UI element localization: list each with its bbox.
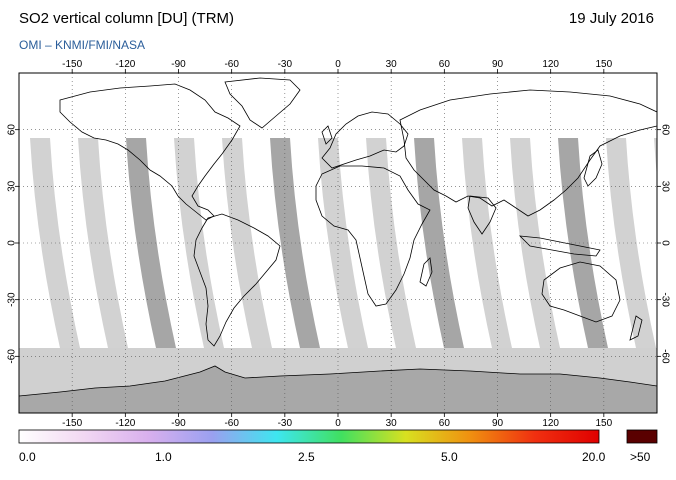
lat-tick-label-right: 0 xyxy=(659,240,670,246)
lon-tick-label-top: -150 xyxy=(62,59,82,70)
lon-tick-label-top: 90 xyxy=(492,59,504,70)
graticule xyxy=(19,73,657,413)
lat-tick-label-right: -30 xyxy=(659,292,670,307)
lon-tick-label-top: -90 xyxy=(171,59,186,70)
lon-tick-label-top: -60 xyxy=(224,59,239,70)
lon-tick-label-bottom: 120 xyxy=(542,418,559,429)
asia-coast xyxy=(399,89,657,217)
lon-tick-label-bottom: -120 xyxy=(115,418,135,429)
lat-tick-label-left: 0 xyxy=(7,240,18,246)
south-america-coast xyxy=(193,213,281,347)
lon-tick-label-bottom: 90 xyxy=(492,418,504,429)
colorbar-label-0: 0.0 xyxy=(19,450,36,464)
new-zealand-coast xyxy=(629,315,643,341)
colorbar-label-3: 5.0 xyxy=(441,450,458,464)
lon-tick-label-bottom: -90 xyxy=(171,418,186,429)
map-source: OMI – KNMI/FMI/NASA xyxy=(19,38,146,52)
colorbar-over-label: >50 xyxy=(630,450,651,464)
indonesia-coast xyxy=(518,235,601,257)
lat-tick-label-left: -30 xyxy=(7,292,18,307)
orbit-swath xyxy=(654,138,657,178)
lon-tick-label-top: 120 xyxy=(542,59,559,70)
colorbar-label-2: 2.5 xyxy=(298,450,315,464)
lon-tick-label-bottom: 30 xyxy=(386,418,398,429)
coastlines xyxy=(59,77,657,347)
lon-tick-label-top: 30 xyxy=(386,59,398,70)
lon-tick-label-bottom: -60 xyxy=(224,418,239,429)
lon-tick-label-top: 150 xyxy=(595,59,612,70)
colorbar xyxy=(18,429,600,444)
africa-coast xyxy=(315,165,431,307)
lon-tick-label-bottom: -150 xyxy=(62,418,82,429)
uk-coast xyxy=(321,125,333,145)
lon-tick-label-bottom: 150 xyxy=(595,418,612,429)
india-coast xyxy=(467,195,497,235)
lat-tick-label-right: -60 xyxy=(659,349,670,364)
map-title: SO2 vertical column [DU] (TRM) xyxy=(19,10,235,27)
lon-tick-label-top: 60 xyxy=(439,59,451,70)
lat-tick-label-left: -60 xyxy=(7,349,18,364)
lat-tick-label-left: 30 xyxy=(7,180,18,192)
lon-tick-label-top: 0 xyxy=(335,59,341,70)
lat-tick-label-right: 60 xyxy=(659,124,670,136)
colorbar-over-swatch xyxy=(626,429,658,444)
north-america-coast xyxy=(59,83,241,221)
lat-tick-label-left: 60 xyxy=(7,124,18,136)
lon-tick-label-top: -120 xyxy=(115,59,135,70)
colorbar-label-1: 1.0 xyxy=(155,450,172,464)
japan-coast xyxy=(583,149,603,187)
europe-coast xyxy=(321,111,409,169)
greenland-coast xyxy=(224,77,301,129)
lon-tick-label-bottom: 0 xyxy=(335,418,341,429)
lon-tick-label-bottom: -30 xyxy=(278,418,293,429)
lon-tick-label-top: -30 xyxy=(278,59,293,70)
colorbar-label-4: 20.0 xyxy=(582,450,606,464)
lat-tick-label-right: 30 xyxy=(659,181,670,193)
lon-tick-label-bottom: 60 xyxy=(439,418,451,429)
map-date: 19 July 2016 xyxy=(568,10,654,27)
axis-ticks: -150 -150 -120 -120 -90 -90 -60 -60 -30 -30 0 0 30 30… xyxy=(7,59,671,429)
madagascar-coast xyxy=(419,257,433,287)
australia-coast xyxy=(541,261,621,323)
